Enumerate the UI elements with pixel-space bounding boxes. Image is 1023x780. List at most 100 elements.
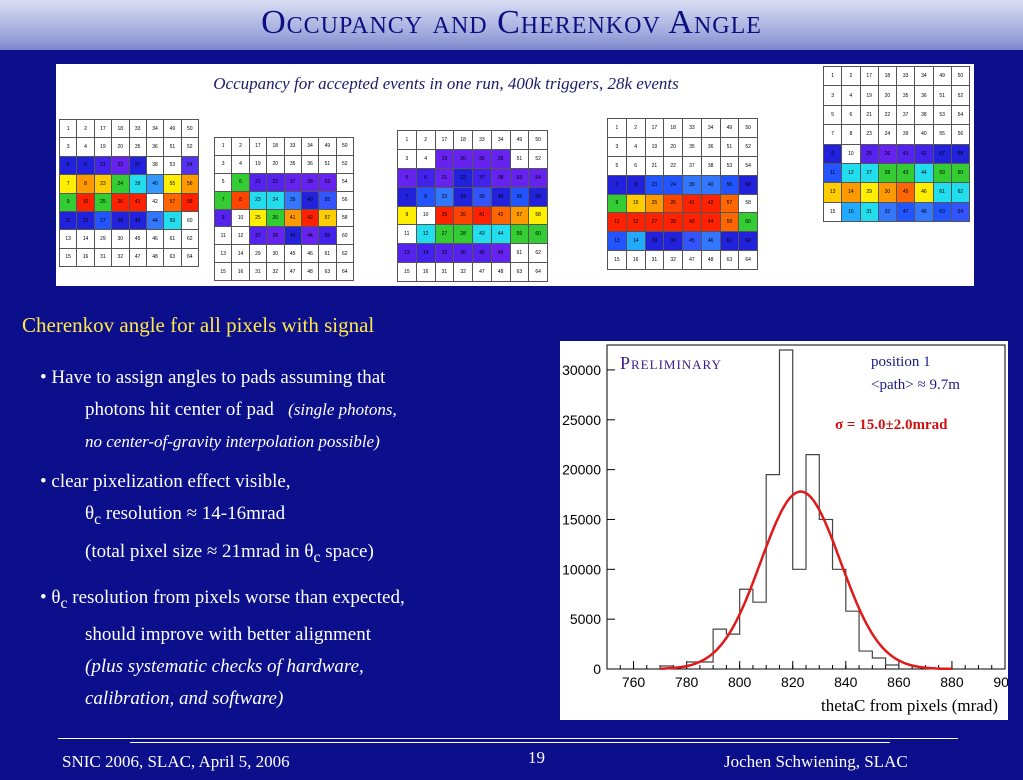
grid-cell: 23 <box>93 174 113 194</box>
grid-row: 1 2 17 18 33 34 49 50 <box>822 65 971 87</box>
grid-cell: 6 <box>841 104 861 126</box>
grid-cell: 10 <box>231 208 250 228</box>
histogram-panel: 760 780 800 820 840 860 880 900 0 5000 10000 15000 2… <box>560 341 1008 720</box>
grid-cell: 36 <box>700 136 721 157</box>
grid-cell: 29 <box>644 231 665 252</box>
grid-cell: 3 <box>58 137 78 157</box>
grid-cell: 50 <box>738 118 758 138</box>
grid-cell: 5 <box>397 167 417 188</box>
grid-cell: 13 <box>397 243 417 264</box>
grid-cell: 8 <box>625 174 646 195</box>
grid-cell: 12 <box>76 210 95 231</box>
grid-cell: 62 <box>738 231 758 252</box>
occupancy-grid-3: 1 2 17 18 33 34 49 50 3 4 19 20 35 36 51 52 5 6 21 22 37 38 53… <box>397 130 548 282</box>
grid-cell: 51 <box>932 85 952 106</box>
grid-cell: 40 <box>490 186 511 207</box>
grid-cell: 39 <box>128 174 147 194</box>
histogram-bar <box>819 519 832 669</box>
grid-cell: 23 <box>434 186 455 207</box>
histogram-bar <box>700 662 713 669</box>
grid-cell: 37 <box>283 172 302 192</box>
y-tick-label: 20000 <box>562 462 601 478</box>
histogram-bar <box>833 569 846 669</box>
bullet-2-text: resolution ≈ 14-16mrad <box>101 503 286 524</box>
grid-cell: 5 <box>822 104 843 126</box>
footer-right: Jochen Schwiening, SLAC <box>724 752 908 771</box>
grid-row: 13 14 29 30 45 46 61 62 <box>58 229 200 249</box>
grid-cell: 62 <box>528 243 548 264</box>
grid-cell: 45 <box>283 244 302 264</box>
grid-cell: 16 <box>841 201 861 223</box>
theta-subscript-2: c <box>313 548 321 566</box>
grid-cell: 6 <box>231 172 250 192</box>
grid-cell: 53 <box>932 104 952 126</box>
grid-cell: 61 <box>163 229 182 249</box>
grid-row: 9 10 25 26 41 42 57 58 <box>822 143 971 164</box>
grid-row: 1 2 17 18 33 34 49 50 <box>213 137 355 156</box>
bullet-2-line-2: θc resolution ≈ 14-16mrad <box>40 498 540 536</box>
bullet-3-theta: • θ <box>40 586 61 608</box>
grid-cell: 57 <box>932 143 952 164</box>
grid-cell: 7 <box>213 190 233 210</box>
grid-cell: 42 <box>700 193 721 214</box>
grid-cell: 40 <box>300 190 320 210</box>
grid-cell: 57 <box>318 208 337 228</box>
grid-cell: 63 <box>163 247 182 268</box>
grid-cell: 63 <box>509 262 530 282</box>
grid-cell: 20 <box>266 154 285 174</box>
grid-cell: 60 <box>528 224 548 245</box>
grid-row: 13 14 29 30 45 46 61 62 <box>607 231 758 252</box>
theta-subscript: c <box>94 510 102 528</box>
grid-row: 3 4 19 20 35 36 51 52 <box>213 154 355 174</box>
grid-cell: 44 <box>700 212 721 233</box>
preliminary-label: Preliminary <box>620 353 722 373</box>
grid-cell: 43 <box>682 212 702 233</box>
grid-cell: 35 <box>472 148 492 169</box>
grid-cell: 1 <box>822 65 843 87</box>
grid-cell: 15 <box>58 247 78 268</box>
grid-cell: 58 <box>528 205 548 226</box>
grid-row: 11 12 27 28 43 44 59 60 <box>822 162 971 184</box>
grid-row: 9 10 25 26 41 42 57 58 <box>58 192 200 212</box>
grid-cell: 60 <box>180 210 200 231</box>
grid-cell: 57 <box>509 205 530 226</box>
grid-cell: 45 <box>682 231 702 252</box>
grid-cell: 45 <box>895 182 916 203</box>
grid-cell: 8 <box>76 174 95 194</box>
grid-row: 15 16 31 32 47 48 63 64 <box>397 262 548 282</box>
x-tick-label: 820 <box>781 674 805 690</box>
grid-cell: 39 <box>682 174 702 195</box>
grid-cell: 54 <box>950 104 971 126</box>
grid-cell: 14 <box>415 243 436 264</box>
grid-cell: 1 <box>213 137 233 156</box>
grid-cell: 9 <box>58 192 78 212</box>
x-axis-label: thetaC from pixels (mrad) <box>821 696 998 715</box>
grid-cell: 57 <box>719 193 740 214</box>
grid-cell: 41 <box>128 192 147 212</box>
grid-cell: 55 <box>163 174 182 194</box>
grid-cell: 49 <box>318 137 337 156</box>
occupancy-caption: Occupancy for accepted events in one run… <box>213 74 679 93</box>
grid-cell: 56 <box>528 186 548 207</box>
grid-cell: 53 <box>719 155 740 176</box>
grid-cell: 15 <box>822 201 843 223</box>
grid-cell: 23 <box>248 190 268 210</box>
bullet-3-text: resolution from pixels worse than expect… <box>67 586 405 608</box>
grid-cell: 26 <box>877 143 898 164</box>
grid-cell: 29 <box>93 229 113 249</box>
grid-row: 11 12 27 28 43 44 59 60 <box>213 226 355 246</box>
y-tick-label: 30000 <box>562 362 601 378</box>
histogram-chart: 760 780 800 820 840 860 880 900 0 5000 10000 15000 2… <box>562 344 1008 715</box>
grid-cell: 59 <box>719 212 740 233</box>
grid-cell: 60 <box>738 212 758 233</box>
grid-cell: 39 <box>895 124 916 145</box>
grid-cell: 8 <box>841 124 861 145</box>
grid-cell: 13 <box>822 182 843 203</box>
grid-cell: 38 <box>700 155 721 176</box>
grid-cell: 9 <box>397 205 417 226</box>
grid-cell: 37 <box>128 155 147 176</box>
x-tick-label: 760 <box>622 674 646 690</box>
histogram-bar <box>753 602 766 669</box>
grid-cell: 27 <box>93 210 113 231</box>
grid-cell: 47 <box>682 250 702 270</box>
